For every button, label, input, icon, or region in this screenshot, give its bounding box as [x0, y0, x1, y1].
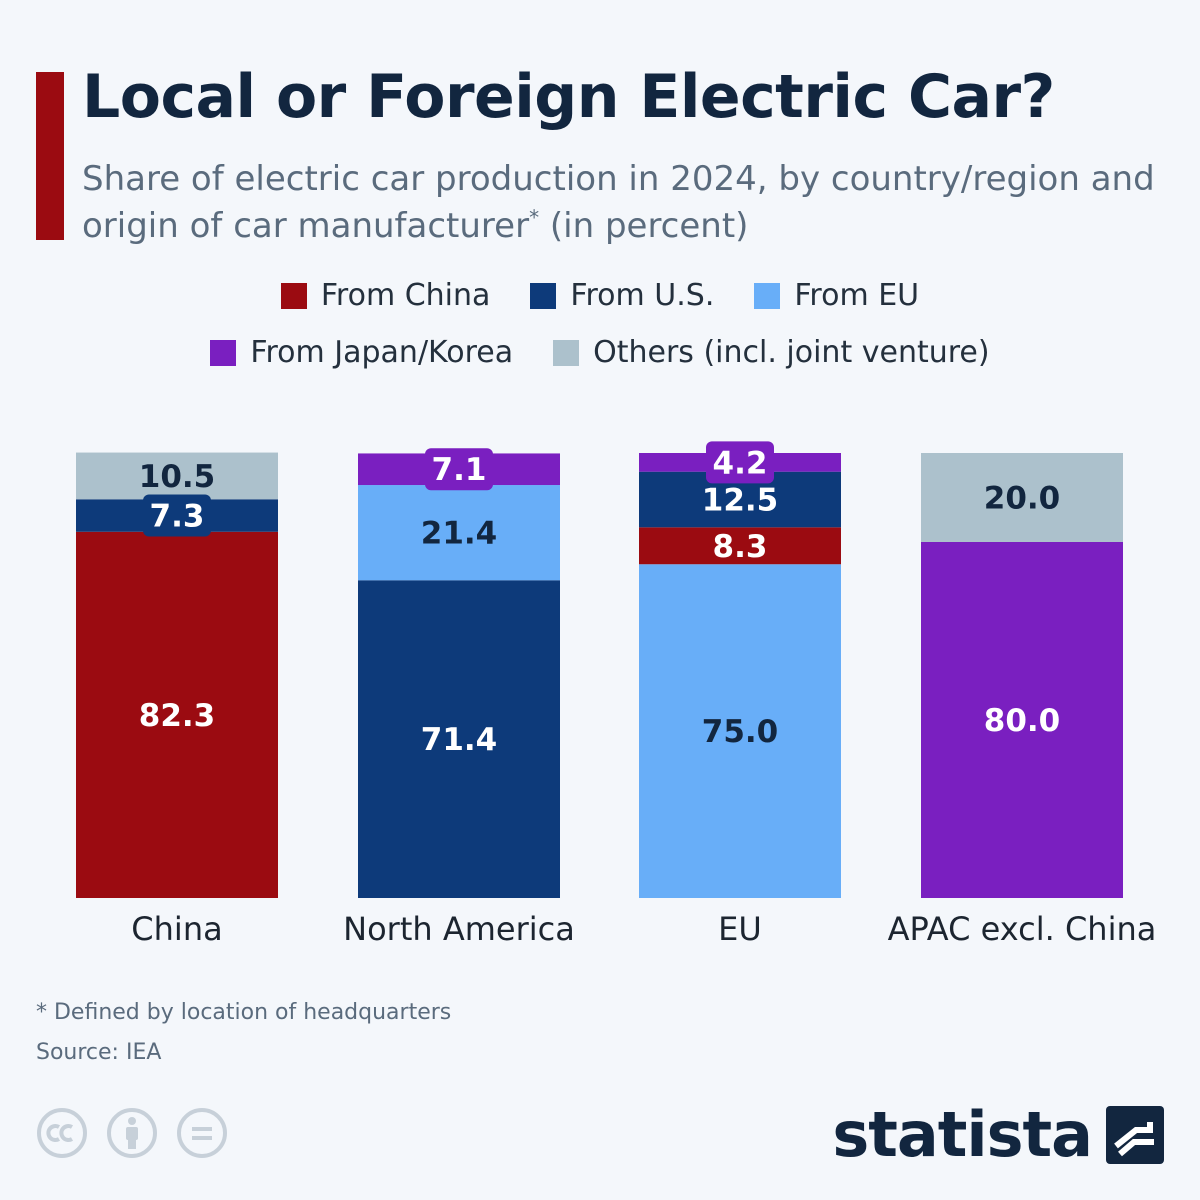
bar-stack-china: 82.3 7.3 10.5 — [76, 452, 278, 898]
category-label: North America — [343, 910, 575, 948]
bar-segment — [921, 542, 1123, 898]
legend-label: From EU — [794, 278, 920, 313]
attribution-icon[interactable] — [106, 1107, 158, 1159]
legend-item-from-china: From China — [280, 278, 491, 313]
legend-label: From U.S. — [570, 278, 715, 313]
cc-icon[interactable] — [36, 1107, 88, 1159]
data-label: 80.0 — [984, 703, 1061, 739]
legend-row: From China From U.S. From EU — [0, 278, 1200, 313]
bar-segment — [639, 527, 841, 565]
data-label: 10.5 — [139, 459, 216, 495]
legend-item-others: Others (incl. joint venture) — [553, 335, 990, 370]
legend-label: Others (incl. joint venture) — [593, 335, 990, 370]
chart-subtitle: Share of electric car production in 2024… — [82, 156, 1162, 250]
legend-item-from-japan-korea: From Japan/Korea — [210, 335, 513, 370]
data-label: 7.1 — [432, 452, 487, 488]
bar-stack-north-america: 71.4 21.4 7.1 — [358, 448, 560, 898]
legend: From China From U.S. From EU From Japan/… — [0, 278, 1200, 370]
data-label: 21.4 — [421, 516, 498, 552]
bar-segment — [358, 580, 560, 898]
bar-segment — [639, 564, 841, 898]
bar-stack-apac-excl-china: 80.0 20.0 — [921, 453, 1123, 898]
data-label-badge — [143, 494, 211, 537]
bar-segment — [358, 485, 560, 581]
brand-wordmark: statista — [832, 1098, 1093, 1171]
subtitle-main: Share of electric car production in 2024… — [82, 159, 1155, 246]
statista-logo-icon — [1106, 1105, 1164, 1164]
title-accent-bar — [36, 72, 64, 240]
legend-swatch — [553, 339, 580, 366]
data-label-badge — [425, 448, 493, 491]
legend-label: From China — [320, 278, 491, 313]
data-label: 12.5 — [702, 483, 779, 519]
legend-swatch — [280, 282, 307, 309]
bar-segment — [76, 452, 278, 500]
chart-title: Local or Foreign Electric Car? — [82, 62, 1055, 132]
category-label: APAC excl. China — [888, 910, 1157, 948]
data-label: 20.0 — [984, 481, 1061, 517]
footnote: * Defined by location of headquarters — [36, 1000, 452, 1025]
license-icons — [36, 1107, 228, 1159]
bar-stack-eu: 75.0 8.3 12.54.2 — [639, 441, 841, 898]
source-note: Source: IEA — [36, 1040, 162, 1065]
subtitle-unit: (in percent) — [539, 206, 749, 246]
data-label-badge — [706, 441, 774, 484]
data-label: 8.3 — [713, 529, 768, 565]
bar-segment — [921, 453, 1123, 542]
statista-logo[interactable]: statista — [832, 1098, 1164, 1171]
stacked-bar-chart: 82.3 7.3 10.5 China 71.4 21.4 7.1 North America… — [76, 441, 1157, 948]
data-label: 71.4 — [421, 722, 498, 758]
subtitle-footnote-marker: * — [529, 205, 540, 230]
legend-row: From Japan/Korea Others (incl. joint ven… — [0, 335, 1200, 370]
bar-segment — [76, 531, 278, 898]
data-label: 7.3 — [150, 499, 205, 535]
legend-swatch — [210, 339, 237, 366]
no-derivatives-icon[interactable] — [176, 1107, 228, 1159]
legend-item-from-eu: From EU — [754, 278, 919, 313]
data-label: 75.0 — [702, 714, 779, 750]
legend-label: From Japan/Korea — [250, 335, 514, 370]
legend-item-from-us: From U.S. — [530, 278, 714, 313]
category-label: China — [131, 910, 222, 948]
category-label: EU — [718, 910, 762, 948]
legend-swatch — [530, 282, 557, 309]
data-label: 4.2 — [713, 445, 768, 481]
data-label: 82.3 — [139, 698, 216, 734]
legend-swatch — [754, 282, 781, 309]
